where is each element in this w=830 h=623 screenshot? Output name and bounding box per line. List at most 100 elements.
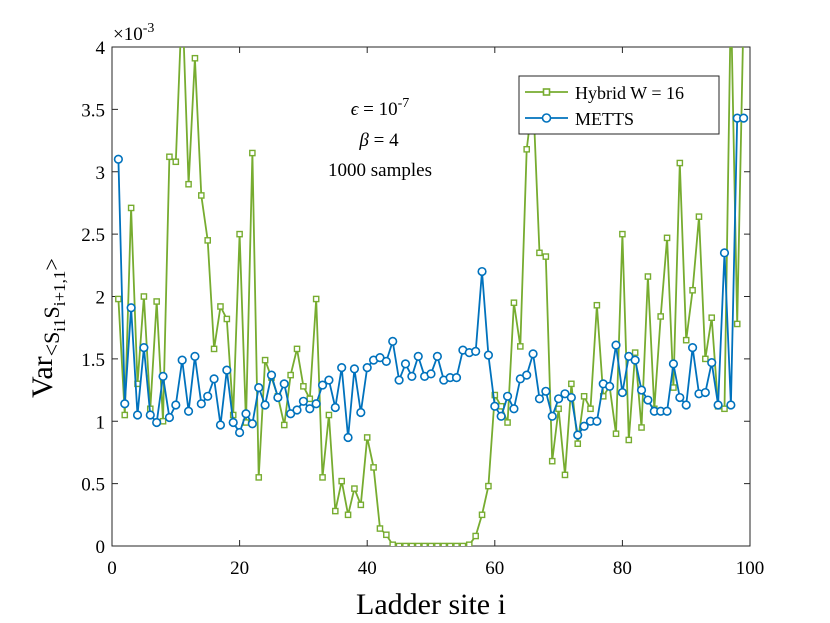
data-point-hybrid — [568, 380, 575, 388]
y-tick-label: 3 — [96, 163, 106, 184]
x-tick-label: 60 — [485, 558, 504, 579]
data-point-metts — [432, 351, 442, 361]
data-point-hybrid — [459, 542, 467, 546]
data-point-metts — [145, 410, 155, 420]
data-point-hybrid — [542, 253, 550, 260]
series-layer — [113, 47, 749, 546]
legend-label-metts: METTS — [575, 109, 634, 129]
data-point-metts — [337, 363, 347, 373]
annotation: ϵ = 10-7 β = 4 1000 samples — [328, 96, 432, 181]
y-scale-label: ×10-3 — [113, 21, 154, 45]
data-point-hybrid — [536, 249, 543, 257]
y-tick-label: 2 — [96, 288, 106, 309]
legend-marker-metts — [541, 113, 552, 123]
data-point-metts — [579, 421, 589, 431]
data-point-metts — [726, 400, 736, 410]
data-point-hybrid — [587, 405, 594, 413]
data-point-hybrid — [140, 293, 148, 300]
data-point-hybrid — [363, 434, 371, 441]
data-point-metts — [522, 370, 532, 380]
data-point-metts — [707, 358, 717, 368]
data-point-hybrid — [453, 542, 460, 546]
data-point-hybrid — [312, 295, 320, 303]
data-point-hybrid — [351, 485, 358, 492]
data-point-hybrid — [376, 525, 384, 532]
data-point-metts — [228, 417, 238, 428]
data-point-hybrid — [574, 440, 582, 448]
data-point-hybrid — [421, 542, 428, 546]
data-point-hybrid — [670, 384, 677, 391]
data-point-metts — [349, 364, 360, 374]
annotation-epsilon: ϵ = 10-7 — [351, 96, 410, 120]
data-point-metts — [311, 399, 321, 409]
data-point-hybrid — [249, 149, 256, 157]
data-point-metts — [681, 400, 691, 410]
data-point-metts — [490, 401, 500, 411]
data-point-metts — [273, 392, 283, 403]
data-point-hybrid — [223, 315, 231, 323]
data-point-metts — [292, 405, 302, 415]
data-point-metts — [356, 407, 366, 418]
data-point-hybrid — [625, 436, 633, 444]
data-point-hybrid — [580, 393, 588, 400]
data-point-hybrid — [236, 230, 243, 238]
data-point-metts — [203, 391, 213, 401]
data-point-metts — [260, 400, 270, 410]
data-point-hybrid — [280, 421, 288, 429]
x-axis: 0 20 40 60 80 100 — [107, 47, 764, 579]
data-point-hybrid — [414, 542, 422, 546]
data-point-hybrid — [198, 192, 205, 199]
data-point-hybrid — [491, 391, 499, 399]
data-point-hybrid — [472, 532, 479, 540]
data-point-metts — [687, 343, 698, 353]
data-point-hybrid — [261, 356, 269, 364]
data-point-metts — [675, 392, 685, 403]
data-point-metts — [719, 248, 730, 258]
y-tick-label: 4 — [96, 38, 106, 59]
data-point-hybrid — [682, 336, 690, 344]
data-point-metts — [662, 406, 672, 416]
x-tick-label: 80 — [613, 558, 632, 579]
data-point-hybrid — [510, 299, 518, 307]
data-point-metts — [177, 355, 187, 365]
data-point-hybrid — [612, 430, 620, 438]
data-point-metts — [279, 379, 289, 389]
data-point-hybrid — [191, 54, 199, 62]
legend-marker-hybrid — [542, 88, 551, 96]
data-point-hybrid — [217, 303, 224, 310]
data-point-hybrid — [255, 474, 263, 481]
data-point-metts — [700, 387, 710, 398]
data-point-metts — [164, 412, 175, 423]
data-point-metts — [324, 375, 334, 385]
data-point-hybrid — [446, 542, 454, 546]
data-point-hybrid — [593, 301, 601, 309]
data-point-metts — [305, 404, 315, 414]
data-point-metts — [317, 380, 328, 390]
data-point-hybrid — [408, 542, 416, 546]
data-point-metts — [120, 399, 130, 409]
data-point-hybrid — [357, 501, 365, 509]
data-point-metts — [413, 351, 423, 361]
data-point-metts — [528, 349, 538, 359]
data-point-metts — [132, 410, 143, 420]
data-point-metts — [668, 359, 679, 369]
data-point-hybrid — [389, 541, 397, 546]
y-tick-label: 0.5 — [81, 475, 105, 496]
x-tick-label: 100 — [736, 558, 765, 579]
data-point-metts — [241, 409, 251, 419]
data-point-metts — [381, 356, 391, 366]
data-point-hybrid — [663, 234, 671, 242]
data-point-hybrid — [555, 405, 562, 413]
data-point-hybrid — [644, 273, 652, 280]
data-point-hybrid — [210, 345, 218, 353]
data-point-hybrid — [287, 371, 294, 379]
data-point-metts — [566, 392, 576, 403]
y-tick-label: 1 — [96, 412, 106, 433]
data-point-hybrid — [504, 419, 511, 426]
data-point-hybrid — [153, 298, 160, 305]
data-point-hybrid — [338, 477, 345, 485]
x-tick-label: 20 — [230, 558, 249, 579]
data-point-metts — [426, 369, 436, 379]
data-point-hybrid — [478, 511, 486, 519]
data-point-hybrid — [434, 542, 441, 546]
